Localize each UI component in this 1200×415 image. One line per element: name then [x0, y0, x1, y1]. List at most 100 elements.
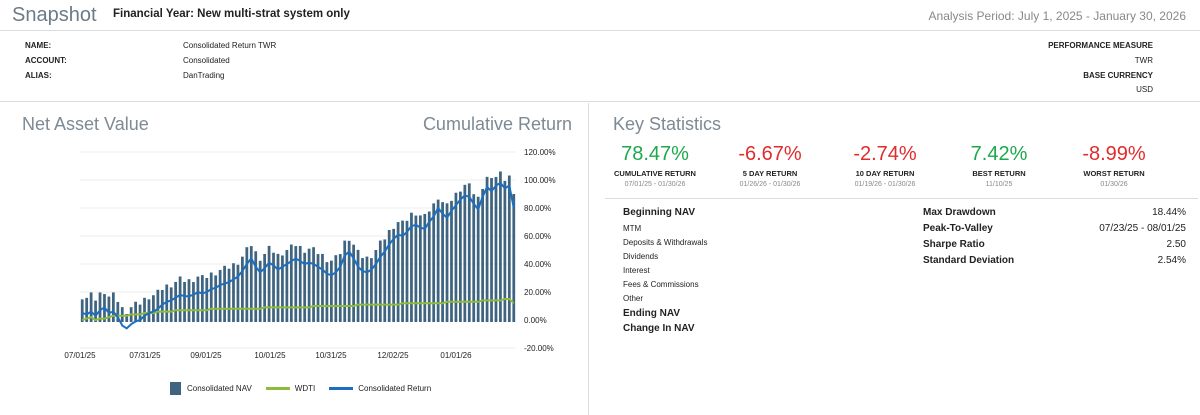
- key-stat-dates: 01/19/26 - 01/30/26: [854, 181, 916, 188]
- nav-bar: [178, 276, 182, 322]
- stdev-value: 2.54%: [1157, 255, 1186, 266]
- nav-bar: [289, 244, 293, 322]
- nav-bar: [165, 284, 169, 322]
- nav-bar: [125, 313, 129, 322]
- nav-bar: [476, 196, 480, 322]
- nav-bar: [503, 180, 507, 322]
- top-bar: Snapshot Financial Year: New multi-strat…: [0, 0, 1200, 31]
- nav-bar: [80, 299, 84, 322]
- nav-bar: [223, 265, 226, 322]
- nav-bar: [321, 253, 324, 322]
- nav-bar: [325, 262, 329, 322]
- interest-label: Interest: [623, 266, 650, 275]
- stdev-label: Standard Deviation: [923, 255, 1015, 266]
- nav-bar: [383, 239, 387, 322]
- y-tick-label: 80.00%: [524, 204, 551, 213]
- nav-swatch: [170, 382, 181, 395]
- nav-bar: [285, 250, 289, 322]
- y-tick-label: 60.00%: [524, 232, 551, 241]
- nav-bar: [436, 199, 440, 322]
- nav-bar: [98, 292, 102, 322]
- nav-bar: [343, 240, 347, 322]
- nav-bar: [441, 202, 444, 322]
- key-stat-value: 7.42%: [970, 143, 1028, 165]
- return-swatch: [329, 387, 354, 390]
- nav-bar: [85, 297, 89, 322]
- nav-bar: [445, 203, 449, 322]
- nav-bar: [138, 304, 142, 322]
- nav-bar: [107, 296, 111, 322]
- key-stat-1: -6.67% 5 DAY RETURN 01/26/26 - 01/30/26: [715, 143, 825, 188]
- chart-legend: Consolidated NAV WDTI Consolidated Retur…: [170, 382, 445, 395]
- nav-bar: [89, 292, 93, 322]
- nav-bar: [120, 307, 124, 322]
- nav-bar: [249, 246, 253, 322]
- legend-nav[interactable]: Consolidated NAV: [170, 382, 252, 395]
- nav-bar: [356, 249, 360, 322]
- nav-bar: [370, 258, 373, 322]
- nav-bar: [276, 253, 280, 322]
- y-tick-label: -20.00%: [524, 344, 554, 353]
- nav-bar: [258, 260, 262, 322]
- nav-bar: [418, 215, 422, 322]
- key-statistics-title: Key Statistics: [613, 114, 722, 134]
- legend-wdti[interactable]: WDTI: [265, 384, 315, 393]
- nav-bar: [192, 282, 195, 322]
- nav-bar: [467, 183, 471, 322]
- sharpe-label: Sharpe Ratio: [923, 239, 985, 250]
- nav-bar: [183, 281, 186, 322]
- nav-bar: [410, 212, 413, 322]
- x-tick-label: 10/31/25: [315, 351, 347, 360]
- nav-bar: [298, 245, 302, 322]
- nav-bar: [338, 254, 342, 322]
- account-info: NAME: Consolidated Return TWR ACCOUNT: C…: [0, 31, 1200, 102]
- y-tick-label: 20.00%: [524, 288, 551, 297]
- ending-nav-label: Ending NAV: [623, 308, 681, 319]
- nav-bar: [361, 258, 364, 322]
- nav-bar: [94, 300, 97, 322]
- key-stat-value: -6.67%: [738, 143, 802, 165]
- nav-bar: [485, 176, 489, 322]
- key-stat-4: -8.99% WORST RETURN 01/30/26: [1059, 143, 1169, 188]
- nav-bar: [387, 229, 391, 322]
- nav-bar: [152, 295, 155, 322]
- x-tick-label: 07/31/25: [129, 351, 161, 360]
- nav-bar: [454, 192, 458, 322]
- nav-bar: [472, 194, 476, 322]
- beginning-nav-label: Beginning NAV: [623, 207, 696, 218]
- other-label: Other: [623, 294, 644, 303]
- nav-bar: [116, 301, 120, 322]
- nav-bar: [459, 191, 462, 322]
- y-tick-label: 40.00%: [524, 260, 551, 269]
- nav-bar: [200, 275, 204, 322]
- name-value: Consolidated Return TWR: [183, 41, 277, 50]
- nav-bar: [450, 200, 453, 322]
- account-label: ACCOUNT:: [25, 56, 67, 65]
- peak-valley-value: 07/23/25 - 08/01/25: [1099, 223, 1186, 234]
- performance-measure-value: TWR: [1134, 56, 1153, 65]
- nav-bar: [214, 275, 218, 322]
- nav-bar: [272, 252, 275, 322]
- wdti-swatch: [265, 387, 290, 390]
- nav-bar: [232, 263, 235, 322]
- nav-return-chart: 120.00% 100.00% 80.00% 60.00% 40.00% 20.00% 0.…: [64, 148, 556, 360]
- name-label: NAME:: [25, 41, 52, 50]
- nav-bar: [378, 240, 382, 322]
- max-drawdown-value: 18.44%: [1152, 207, 1186, 218]
- nav-bar: [414, 215, 418, 322]
- nav-bar: [401, 220, 404, 322]
- divider: [605, 198, 1198, 199]
- nav-chart-panel: Net Asset Value Cumulative Return 120.00…: [0, 103, 589, 415]
- nav-bar: [307, 248, 311, 322]
- nav-bar: [392, 228, 396, 322]
- nav-bar: [405, 220, 409, 322]
- key-stat-label: 10 DAY RETURN: [855, 169, 915, 178]
- nav-bar: [423, 213, 427, 322]
- key-stat-dates: 11/10/25: [985, 181, 1013, 188]
- y-tick-label: 100.00%: [524, 176, 556, 185]
- nav-bar: [334, 255, 338, 322]
- y-tick-label: 120.00%: [524, 148, 556, 157]
- base-currency-label: BASE CURRENCY: [1083, 71, 1153, 80]
- nav-bar: [205, 278, 209, 322]
- legend-return[interactable]: Consolidated Return: [329, 384, 431, 393]
